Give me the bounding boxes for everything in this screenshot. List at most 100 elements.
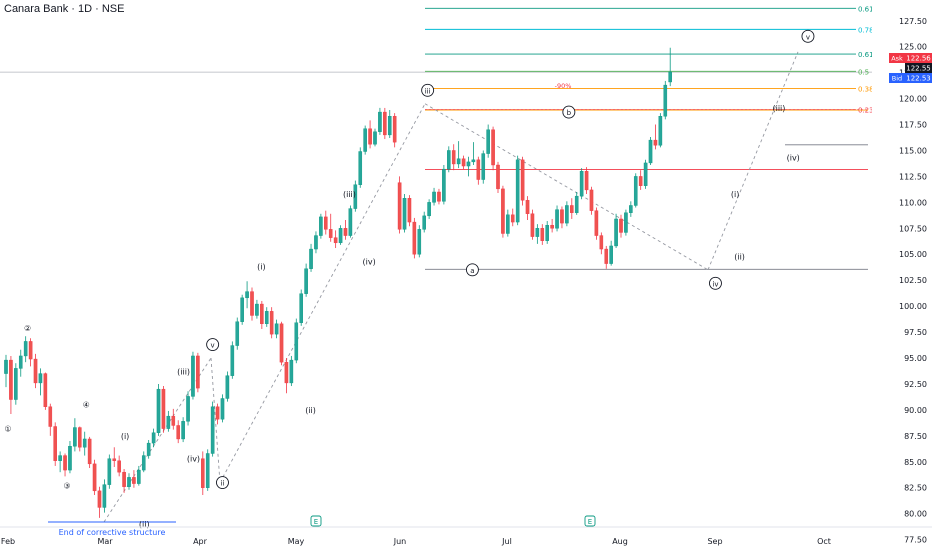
- candle-body: [392, 116, 397, 143]
- wave-label: v: [806, 33, 810, 41]
- candle-body: [535, 228, 540, 237]
- candle-body: [250, 291, 254, 316]
- candle-body: [63, 455, 67, 471]
- wave-label: (iv): [187, 455, 200, 464]
- candle-body: [87, 438, 92, 465]
- candle-body: [491, 129, 495, 166]
- wave-label: iv: [712, 280, 718, 288]
- candle-body: [151, 432, 156, 444]
- candle-body: [235, 321, 240, 346]
- x-tick-label: Oct: [817, 537, 831, 546]
- candle-body: [122, 471, 126, 487]
- price-tag-kind: Ask: [891, 55, 903, 63]
- candle-body: [309, 248, 313, 269]
- candle-body: [196, 355, 200, 389]
- candle-body: [230, 345, 235, 376]
- candle-body: [328, 229, 333, 238]
- price-tag: 122.55: [905, 63, 932, 73]
- candle-body: [397, 182, 402, 230]
- candle-body: [501, 188, 505, 234]
- y-tick-label: 92.50: [904, 380, 927, 389]
- y-tick-label: 125.00: [899, 43, 927, 52]
- candle-body: [594, 210, 599, 236]
- earnings-marker-label: E: [314, 518, 318, 526]
- x-tick-label: Apr: [193, 537, 208, 546]
- candle-body: [324, 216, 328, 230]
- symbol-title: Canara Bank · 1D · NSE: [4, 3, 125, 15]
- candle-body: [383, 111, 387, 136]
- candle-body: [668, 71, 672, 83]
- candle-body: [574, 195, 579, 213]
- candle-body: [200, 458, 205, 488]
- candle-body: [68, 446, 72, 471]
- candle-body: [579, 171, 584, 197]
- candle-body: [97, 490, 102, 508]
- price-tag-value: 122.55: [906, 65, 931, 73]
- candle-body: [186, 396, 190, 422]
- candle-body: [643, 162, 648, 186]
- wave-label-circle: [562, 105, 576, 119]
- candle-body: [520, 159, 525, 201]
- candle-body: [481, 153, 486, 180]
- x-tick-label: Jul: [501, 537, 512, 546]
- candle-body: [53, 426, 57, 461]
- candle-body: [132, 477, 136, 484]
- candle-body: [137, 469, 141, 484]
- price-tag: Ask 122.56: [889, 53, 932, 63]
- y-tick-label: 127.50: [899, 17, 927, 26]
- wave-label: (iii): [772, 104, 785, 113]
- candle-body: [555, 209, 559, 229]
- candle-body: [373, 131, 377, 145]
- earnings-marker-label: E: [588, 518, 592, 526]
- candle-body: [210, 406, 215, 454]
- candle-body: [466, 161, 471, 167]
- wave-label-circle: [421, 83, 435, 97]
- candle-body: [191, 355, 195, 397]
- candle-body: [127, 477, 131, 487]
- wave-label: (i): [731, 190, 739, 199]
- candle-body: [284, 361, 289, 384]
- candle-body: [43, 373, 48, 407]
- candle-body: [599, 235, 604, 250]
- candle-body: [447, 150, 451, 170]
- wave-label: (ii): [139, 520, 150, 529]
- wave-label: (i): [121, 432, 129, 441]
- y-tick-label: 102.50: [899, 276, 927, 285]
- candle-body: [240, 297, 244, 322]
- candle-body: [146, 442, 151, 456]
- wave-label-circle: [465, 263, 479, 277]
- wave-label: (iii): [177, 368, 190, 377]
- y-tick-label: 117.50: [899, 121, 927, 130]
- y-tick-label: 90.00: [904, 406, 927, 415]
- candle-body: [638, 176, 643, 186]
- y-tick-label: 87.50: [904, 432, 927, 441]
- candle-body: [319, 216, 323, 236]
- candle-body: [33, 358, 38, 384]
- price-tag-value: 122.53: [906, 75, 931, 83]
- candle-body: [58, 455, 62, 461]
- wave-dashed-line: [424, 103, 709, 271]
- y-tick-label: 105.00: [899, 250, 927, 259]
- percent-label: -90%: [555, 82, 572, 90]
- earnings-marker: [310, 515, 322, 527]
- candle-body: [515, 159, 520, 223]
- price-tag-kind-bg: [889, 53, 905, 63]
- candle-body: [166, 415, 171, 429]
- x-tick-label: May: [288, 537, 305, 546]
- wave-label-circle: [801, 29, 815, 43]
- candle-body: [584, 171, 589, 191]
- candle-body: [560, 209, 564, 224]
- candle-body: [540, 228, 545, 241]
- y-tick-label: 97.50: [904, 328, 927, 337]
- candle-body: [348, 208, 353, 236]
- price-tag-kind-bg: [889, 73, 905, 83]
- candle-body: [77, 427, 82, 448]
- wave-lines: End of corrective structure -90%: [48, 51, 799, 537]
- wave-label: ii: [221, 480, 225, 488]
- candle-body: [176, 425, 181, 440]
- candle-body: [181, 421, 185, 440]
- support-line-label: End of corrective structure: [59, 528, 166, 537]
- y-tick-label: 82.50: [904, 484, 927, 493]
